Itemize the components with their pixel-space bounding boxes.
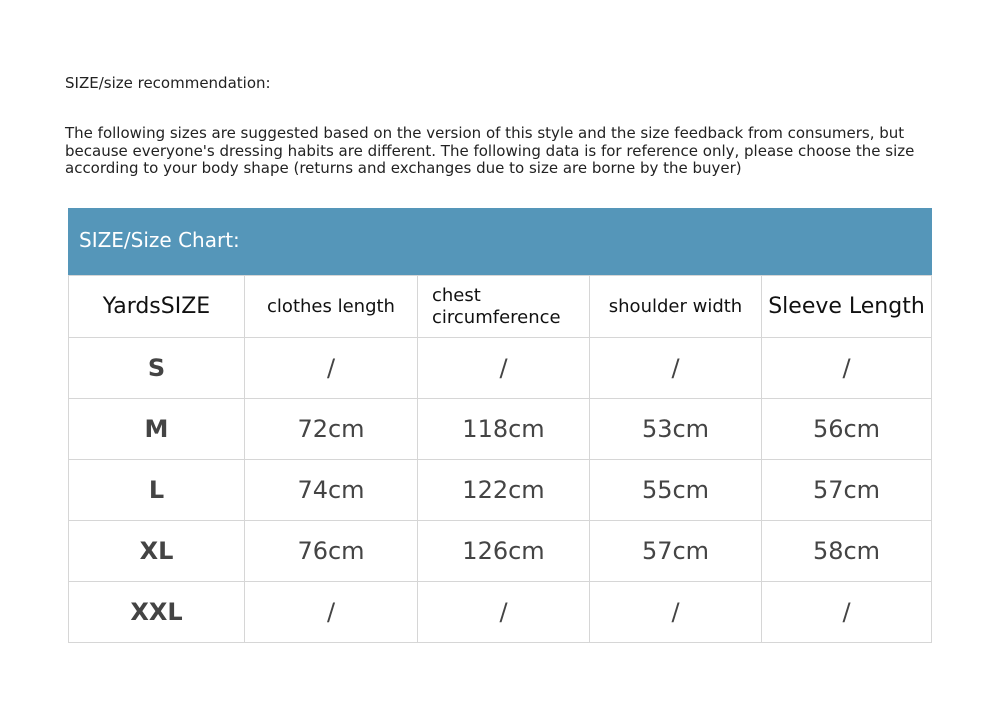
measurement-cell: 57cm <box>761 459 932 521</box>
column-header: clothes length <box>244 275 418 338</box>
measurement-cell: 118cm <box>417 398 590 460</box>
size-label: M <box>68 398 245 460</box>
measurement-cell: 72cm <box>244 398 418 460</box>
recommendation-text: The following sizes are suggested based … <box>65 124 915 177</box>
table-row: S / / / / <box>68 337 932 399</box>
measurement-cell: / <box>761 337 932 399</box>
column-header: chest circumference <box>417 275 590 338</box>
measurement-cell: 76cm <box>244 520 418 582</box>
size-chart-title: SIZE/Size Chart: <box>79 228 240 252</box>
measurement-cell: / <box>417 581 590 643</box>
measurement-cell: / <box>761 581 932 643</box>
measurement-cell: 56cm <box>761 398 932 460</box>
column-header: Sleeve Length <box>761 275 932 338</box>
measurement-cell: 53cm <box>589 398 762 460</box>
column-header: shoulder width <box>589 275 762 338</box>
size-table: YardsSIZE clothes length chest circumfer… <box>68 275 932 643</box>
measurement-cell: 126cm <box>417 520 590 582</box>
table-row: XXL / / / / <box>68 581 932 643</box>
measurement-cell: 122cm <box>417 459 590 521</box>
size-label: S <box>68 337 245 399</box>
size-label: XL <box>68 520 245 582</box>
recommendation-heading: SIZE/size recommendation: <box>65 74 271 92</box>
measurement-cell: / <box>417 337 590 399</box>
table-row: M 72cm 118cm 53cm 56cm <box>68 398 932 460</box>
size-label: XXL <box>68 581 245 643</box>
measurement-cell: / <box>244 337 418 399</box>
measurement-cell: / <box>244 581 418 643</box>
measurement-cell: / <box>589 337 762 399</box>
measurement-cell: 57cm <box>589 520 762 582</box>
column-header: YardsSIZE <box>68 275 245 338</box>
table-row: L 74cm 122cm 55cm 57cm <box>68 459 932 521</box>
table-header-row: YardsSIZE clothes length chest circumfer… <box>68 275 932 338</box>
size-label: L <box>68 459 245 521</box>
measurement-cell: 74cm <box>244 459 418 521</box>
measurement-cell: / <box>589 581 762 643</box>
measurement-cell: 55cm <box>589 459 762 521</box>
measurement-cell: 58cm <box>761 520 932 582</box>
table-row: XL 76cm 126cm 57cm 58cm <box>68 520 932 582</box>
size-chart-header: SIZE/Size Chart: <box>68 208 932 275</box>
